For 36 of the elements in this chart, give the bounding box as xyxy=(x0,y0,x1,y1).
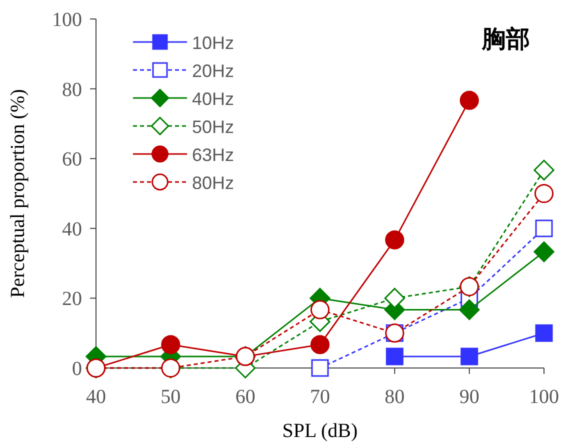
x-tick-label: 100 xyxy=(529,386,559,408)
y-axis-title: Perceptual proportion (%) xyxy=(7,89,29,298)
point xyxy=(460,90,479,110)
x-tick-label: 60 xyxy=(235,386,256,408)
x-tick-label: 70 xyxy=(310,386,330,408)
point xyxy=(310,335,330,354)
y-tick-label: 60 xyxy=(62,148,82,171)
point xyxy=(534,241,554,262)
x-tick-label: 50 xyxy=(160,386,181,408)
point xyxy=(535,220,553,238)
chart-title: 胸部 xyxy=(481,26,530,53)
x-axis-title: SPL (dB) xyxy=(282,420,358,442)
x-tick-label: 40 xyxy=(86,386,106,408)
point xyxy=(460,348,478,366)
point xyxy=(310,300,330,320)
legend-label: 40Hz xyxy=(192,89,234,109)
legend-label: 50Hz xyxy=(192,117,234,137)
point xyxy=(458,299,480,320)
legend-label: 20Hz xyxy=(192,61,234,81)
legend-label: 63Hz xyxy=(192,145,234,165)
point xyxy=(385,230,404,250)
point xyxy=(535,324,553,342)
y-tick-label: 100 xyxy=(52,9,82,31)
x-tick-label: 90 xyxy=(459,386,480,408)
point xyxy=(161,335,180,354)
y-tick-label: 80 xyxy=(62,78,82,101)
point xyxy=(534,160,554,180)
y-tick-label: 20 xyxy=(62,288,82,310)
legend-label: 10Hz xyxy=(192,33,234,53)
point xyxy=(311,359,329,377)
point xyxy=(386,348,404,366)
x-tick-label: 80 xyxy=(384,386,405,408)
legend-label: 80Hz xyxy=(192,173,234,193)
y-tick-label: 0 xyxy=(72,358,82,380)
point xyxy=(384,288,406,309)
y-tick-label: 40 xyxy=(62,218,82,240)
